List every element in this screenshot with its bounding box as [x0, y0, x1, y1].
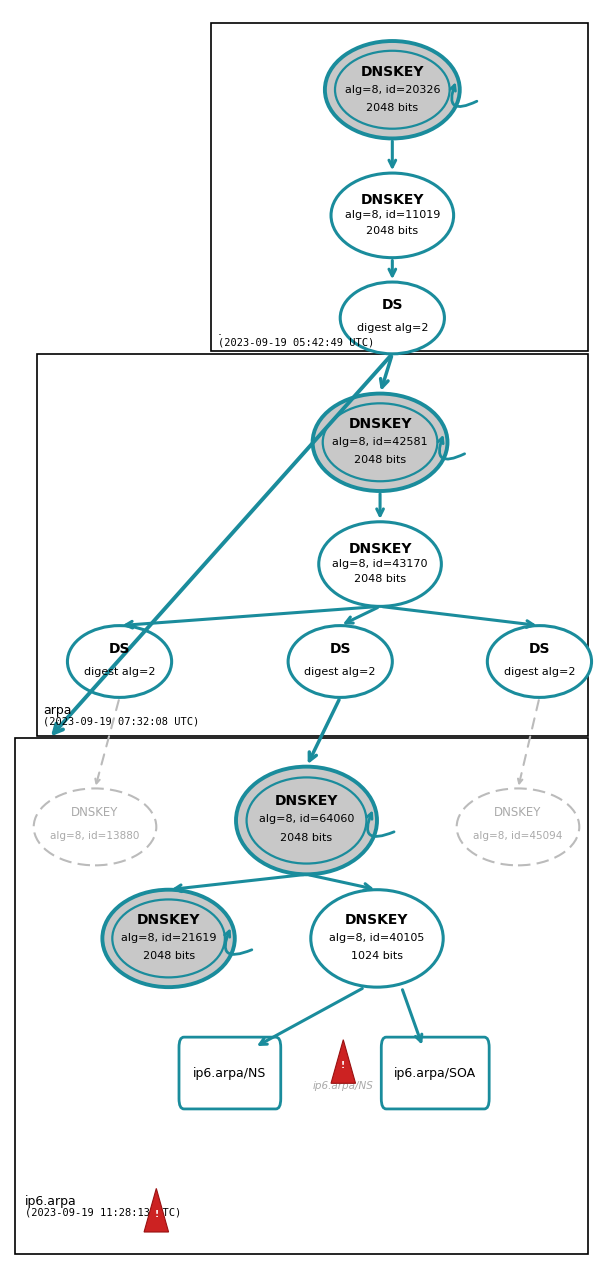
- Text: DS: DS: [329, 642, 351, 655]
- Text: DS: DS: [109, 642, 131, 655]
- Ellipse shape: [236, 767, 377, 874]
- Text: DNSKEY: DNSKEY: [71, 806, 119, 819]
- Bar: [15, 738, 588, 1254]
- Text: !: !: [341, 1060, 345, 1070]
- Ellipse shape: [313, 394, 447, 491]
- Text: alg=8, id=13880: alg=8, id=13880: [50, 831, 140, 841]
- Ellipse shape: [319, 522, 441, 606]
- Text: .: .: [218, 326, 222, 338]
- FancyBboxPatch shape: [179, 1037, 281, 1109]
- Text: 1024 bits: 1024 bits: [351, 951, 403, 962]
- Text: alg=8, id=43170: alg=8, id=43170: [332, 559, 428, 569]
- Text: DS: DS: [528, 642, 550, 655]
- Text: 2048 bits: 2048 bits: [366, 226, 419, 236]
- Text: !: !: [154, 1209, 158, 1219]
- Bar: [37, 354, 588, 736]
- Ellipse shape: [311, 890, 443, 987]
- Text: DNSKEY: DNSKEY: [348, 418, 412, 431]
- Ellipse shape: [340, 282, 444, 354]
- Text: alg=8, id=42581: alg=8, id=42581: [332, 437, 428, 447]
- Text: DNSKEY: DNSKEY: [360, 65, 424, 78]
- Ellipse shape: [34, 788, 156, 865]
- Text: alg=8, id=11019: alg=8, id=11019: [345, 210, 440, 221]
- Text: digest alg=2: digest alg=2: [357, 323, 428, 333]
- Bar: [211, 23, 588, 351]
- Polygon shape: [331, 1040, 356, 1083]
- Text: 2048 bits: 2048 bits: [280, 833, 333, 844]
- Text: DNSKEY: DNSKEY: [360, 194, 424, 206]
- Text: (2023-09-19 11:28:13 UTC): (2023-09-19 11:28:13 UTC): [25, 1208, 181, 1218]
- Text: digest alg=2: digest alg=2: [305, 667, 376, 677]
- Text: ip6.arpa/NS: ip6.arpa/NS: [193, 1067, 267, 1079]
- Ellipse shape: [487, 626, 592, 697]
- Text: digest alg=2: digest alg=2: [504, 667, 575, 677]
- Text: alg=8, id=40105: alg=8, id=40105: [329, 933, 425, 944]
- Text: alg=8, id=21619: alg=8, id=21619: [121, 933, 216, 944]
- Text: DS: DS: [381, 299, 403, 312]
- Ellipse shape: [288, 626, 392, 697]
- Text: DNSKEY: DNSKEY: [494, 806, 542, 819]
- Text: ip6.arpa/SOA: ip6.arpa/SOA: [394, 1067, 476, 1079]
- Text: arpa: arpa: [43, 704, 71, 717]
- Text: 2048 bits: 2048 bits: [354, 455, 406, 465]
- Text: ip6.arpa: ip6.arpa: [25, 1195, 76, 1208]
- Ellipse shape: [457, 788, 579, 865]
- Text: 2048 bits: 2048 bits: [354, 574, 406, 585]
- Text: alg=8, id=64060: alg=8, id=64060: [259, 814, 354, 824]
- Text: alg=8, id=45094: alg=8, id=45094: [473, 831, 563, 841]
- Text: DNSKEY: DNSKEY: [275, 795, 338, 808]
- Ellipse shape: [331, 173, 454, 258]
- Text: ip6.arpa/NS: ip6.arpa/NS: [313, 1081, 374, 1091]
- Polygon shape: [144, 1188, 169, 1232]
- Text: DNSKEY: DNSKEY: [345, 914, 409, 927]
- Ellipse shape: [102, 890, 235, 987]
- Text: (2023-09-19 07:32:08 UTC): (2023-09-19 07:32:08 UTC): [43, 717, 199, 727]
- Text: digest alg=2: digest alg=2: [84, 667, 155, 677]
- Ellipse shape: [325, 41, 460, 138]
- FancyBboxPatch shape: [381, 1037, 489, 1109]
- Text: DNSKEY: DNSKEY: [137, 914, 200, 927]
- Text: alg=8, id=20326: alg=8, id=20326: [345, 85, 440, 95]
- Ellipse shape: [67, 626, 172, 697]
- Text: (2023-09-19 05:42:49 UTC): (2023-09-19 05:42:49 UTC): [218, 337, 374, 347]
- Text: 2048 bits: 2048 bits: [366, 103, 419, 113]
- Text: DNSKEY: DNSKEY: [348, 542, 412, 555]
- Text: 2048 bits: 2048 bits: [142, 951, 195, 962]
